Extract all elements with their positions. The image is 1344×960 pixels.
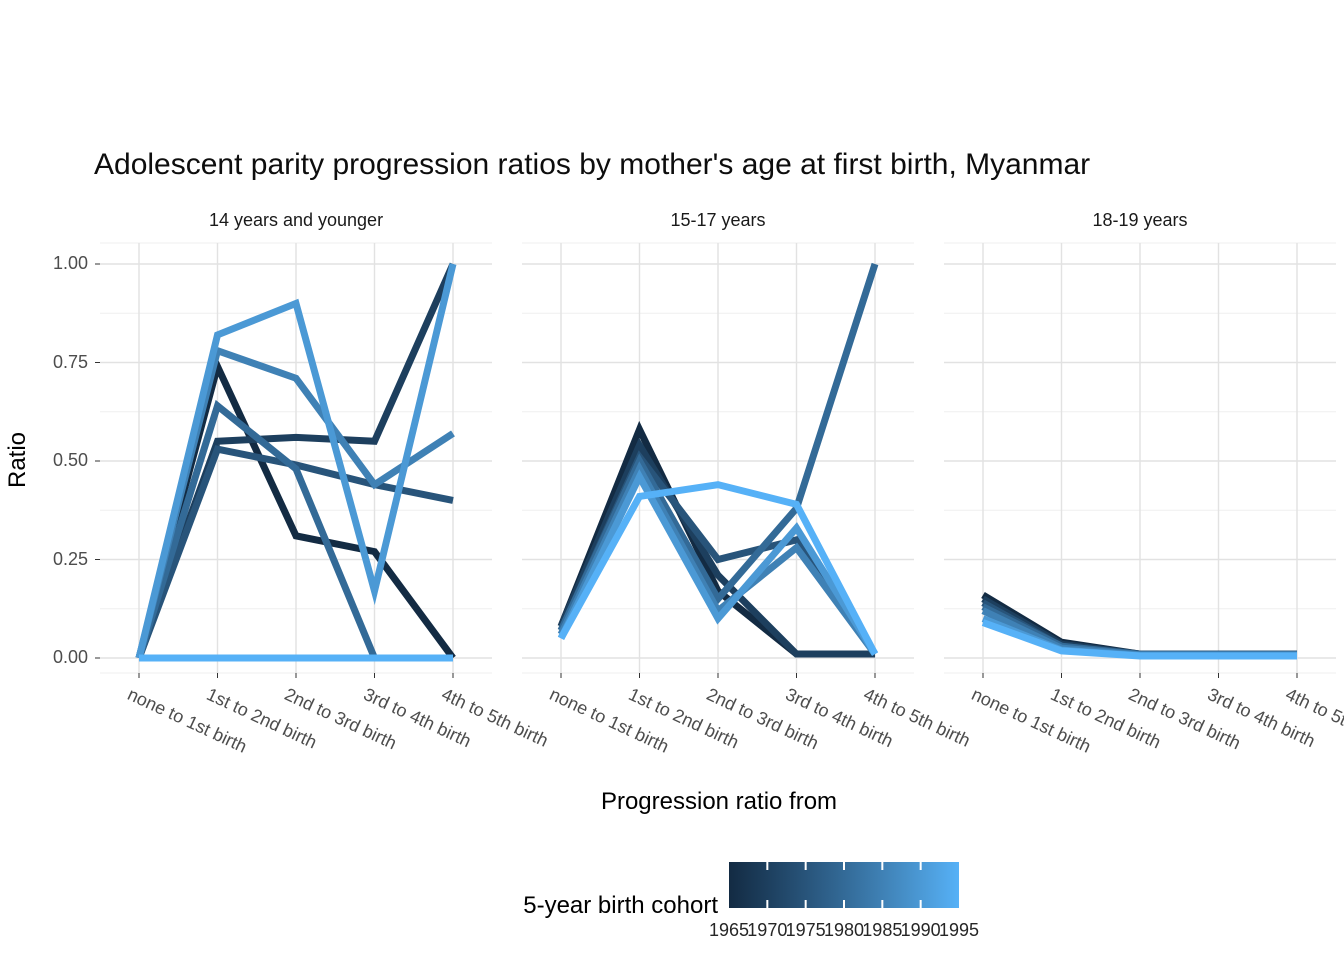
series-line-1970 bbox=[557, 437, 875, 658]
legend-tick-1965: 1965 bbox=[708, 920, 750, 940]
x-axis-title: Progression ratio from bbox=[600, 788, 838, 815]
series-line-1990 bbox=[557, 469, 878, 656]
y-tick-label-050: 0.50 bbox=[52, 450, 88, 470]
y-axis-title: Ratio bbox=[4, 431, 31, 489]
legend-tick-1985: 1985 bbox=[862, 920, 903, 940]
series-line-1995 bbox=[557, 481, 879, 656]
legend-tick-1975: 1975 bbox=[785, 920, 826, 940]
series-line-1995 bbox=[981, 619, 1297, 660]
legend-tick-1990: 1990 bbox=[900, 920, 941, 940]
chart-title: Adolescent parity progression ratios by … bbox=[94, 148, 1091, 181]
y-tick-label-000: 0.00 bbox=[52, 647, 88, 667]
legend-title: 5-year birth cohort bbox=[523, 892, 718, 919]
legend-colorbar bbox=[729, 862, 959, 908]
legend-tick-1995: 1995 bbox=[938, 920, 980, 940]
y-tick-label-100: 1.00 bbox=[52, 253, 88, 273]
facet-label-14-and-younger: 14 years and younger bbox=[208, 210, 384, 230]
facet-label-15-17: 15-17 years bbox=[670, 210, 766, 230]
facet-label-18-19: 18-19 years bbox=[1092, 210, 1188, 230]
series-line-1990 bbox=[135, 263, 457, 659]
y-tick-label-075: 0.75 bbox=[52, 352, 88, 372]
y-tick-label-025: 0.25 bbox=[52, 549, 88, 569]
legend-tick-1970: 1970 bbox=[747, 920, 788, 940]
legend-tick-1980: 1980 bbox=[823, 920, 865, 940]
